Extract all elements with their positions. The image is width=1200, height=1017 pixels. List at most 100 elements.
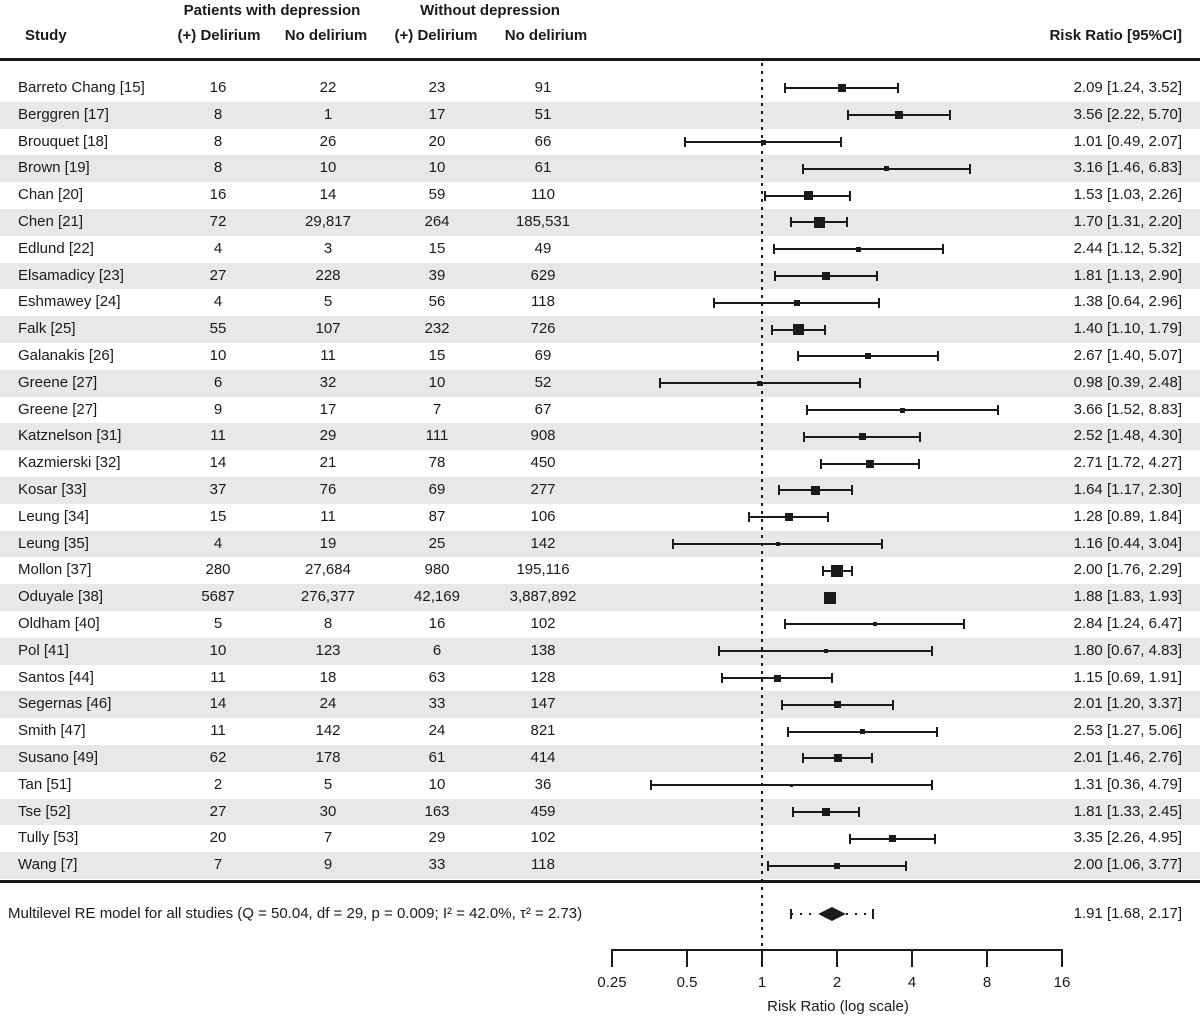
effect-marker [899, 407, 905, 413]
count-cell: 9 [323, 856, 333, 874]
risk-ratio-label: 2.67 [1.40, 5.07] [1073, 347, 1182, 364]
axis-tick-label: 0.25 [597, 974, 627, 991]
count-cell: 16 [209, 186, 227, 204]
row-band [0, 530, 1200, 558]
count-cell: 59 [428, 186, 446, 204]
count-cell: 8 [213, 159, 223, 177]
risk-ratio-label: 1.31 [0.36, 4.79] [1073, 775, 1182, 793]
count-cell: 61 [534, 159, 552, 177]
count-cell: 20 [209, 829, 227, 847]
ci-cap-low [777, 485, 780, 496]
row-band [0, 316, 1200, 343]
count-cell: 6 [213, 373, 223, 391]
risk-ratio-label: 3.16 [1.46, 6.83] [1073, 159, 1182, 177]
count-cell: 25 [428, 534, 446, 552]
study-label: Brown [19] [18, 159, 90, 177]
study-label: Santos [44] [18, 668, 94, 686]
count-cell: 17 [428, 105, 446, 123]
risk-ratio-label: 2.44 [1.12, 5.32] [1073, 239, 1182, 257]
row-band [0, 209, 1200, 236]
ci-cap-high [996, 405, 999, 415]
risk-ratio-label: 2.01 [1.20, 3.37] [1073, 695, 1182, 713]
count-cell: 142 [530, 534, 556, 552]
count-cell: 3,887,892 [509, 588, 577, 606]
ci-cap-low [773, 244, 776, 255]
count-cell: 49 [534, 239, 552, 257]
risk-ratio-label: 1.40 [1.10, 1.79] [1073, 320, 1182, 338]
count-cell: 52 [534, 373, 552, 391]
study-label: Segernas [46] [18, 695, 112, 713]
count-cell: 7 [323, 829, 333, 847]
axis-tick [611, 949, 613, 967]
effect-marker [872, 622, 877, 627]
count-cell: 39 [428, 266, 446, 284]
study-label: Barreto Chang [15] [18, 79, 145, 96]
risk-ratio-label: 1.80 [0.67, 4.83] [1073, 641, 1182, 659]
count-cell: 459 [530, 802, 556, 820]
count-cell: 450 [530, 454, 556, 472]
effect-marker [865, 353, 872, 360]
risk-ratio-label: 1.88 [1.83, 1.93] [1073, 588, 1182, 606]
ci-cap-high [936, 351, 939, 362]
count-cell: 76 [319, 481, 337, 498]
row-band [0, 637, 1200, 665]
effect-marker [883, 166, 889, 172]
ci-cap-low [720, 673, 723, 683]
count-cell: 5 [323, 775, 333, 793]
count-cell: 11 [210, 722, 226, 740]
ci-cap-high [963, 619, 966, 630]
ci-cap-high [831, 673, 834, 683]
study-label: Mollon [37] [18, 561, 92, 579]
ci-cap-low [672, 539, 675, 549]
count-cell: 9 [213, 400, 223, 418]
study-label: Tan [51] [18, 775, 72, 793]
ci-cap-low [847, 110, 850, 121]
ci-cap-high [904, 860, 907, 871]
ci-cap-low [786, 726, 789, 737]
count-cell: 55 [209, 320, 227, 338]
risk-ratio-label: 1.81 [1.33, 2.45] [1073, 802, 1182, 820]
ci-cap-high [851, 485, 854, 496]
study-label: Chan [20] [18, 186, 84, 204]
risk-ratio-label: 1.53 [1.03, 2.26] [1073, 186, 1182, 204]
row-band [0, 691, 1200, 719]
count-cell: 18 [319, 668, 337, 686]
count-cell: 4 [213, 239, 223, 257]
header-divider-line [0, 58, 1200, 61]
row-band [0, 369, 1200, 397]
count-cell: 33 [428, 695, 446, 713]
risk-ratio-label: 1.01 [0.49, 2.07] [1073, 132, 1182, 150]
count-cell: 29 [319, 427, 337, 445]
study-label: Eshmawey [24] [18, 293, 121, 311]
axis-tick-label: 8 [982, 974, 992, 991]
effect-marker [823, 649, 828, 654]
study-label: Chen [21] [18, 213, 84, 230]
count-cell: 142 [315, 722, 341, 740]
count-cell: 5687 [201, 588, 235, 606]
ci-cap-low [806, 405, 809, 415]
study-label: Brouquet [18] [18, 132, 109, 150]
risk-ratio-label: 1.81 [1.13, 2.90] [1073, 266, 1182, 284]
effect-marker [831, 564, 843, 577]
row-band [0, 262, 1200, 290]
axis-tick [836, 949, 838, 967]
risk-ratio-label: 2.84 [1.24, 6.47] [1073, 615, 1182, 632]
count-cell: 111 [425, 427, 449, 445]
prediction-interval-cap-low [790, 909, 793, 919]
ci-cap-high [918, 458, 921, 469]
ci-cap-high [839, 137, 842, 147]
ci-cap-high [850, 565, 853, 576]
effect-marker [784, 513, 793, 522]
count-cell: 3 [323, 239, 333, 257]
study-label: Leung [35] [18, 534, 89, 552]
row-band [0, 423, 1200, 451]
count-cell: 42,169 [414, 588, 460, 606]
count-cell: 87 [428, 507, 446, 525]
prediction-interval-right [845, 913, 873, 915]
ci-cap-high [823, 324, 826, 335]
count-cell: 7 [432, 400, 442, 418]
count-cell: 118 [531, 293, 555, 311]
study-label: Galanakis [26] [18, 347, 114, 364]
effect-marker [773, 674, 781, 682]
summary-model-label: Multilevel RE model for all studies (Q =… [8, 905, 583, 922]
